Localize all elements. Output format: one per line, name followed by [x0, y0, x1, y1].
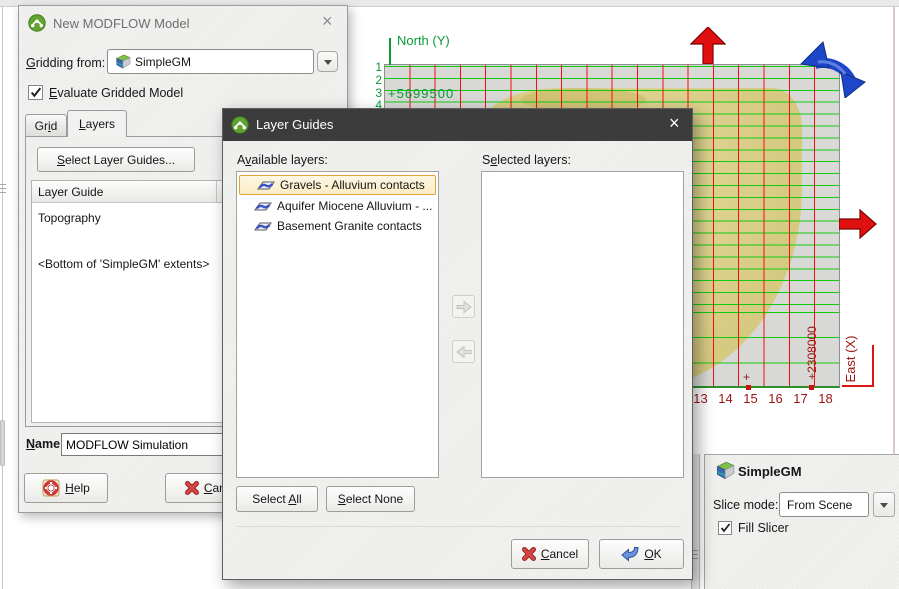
list-item-layer-guide[interactable]: Gravels - Alluvium contacts	[239, 175, 436, 195]
simplegm-cube-icon	[116, 53, 131, 69]
surface-layer-icon	[254, 221, 272, 231]
layer-guides-titlebar[interactable]: Layer Guides ×	[223, 109, 692, 141]
move-left-button[interactable]	[452, 340, 475, 363]
dropdown-arrow-icon	[880, 502, 888, 512]
east-axis-label: East (X)	[843, 335, 858, 383]
evaluate-gridded-model-label: Evaluate Gridded Model	[49, 86, 184, 100]
northing-coordinate-label: +5699500	[388, 86, 455, 101]
tab-grid[interactable]: Grid	[25, 114, 67, 136]
tab-layers[interactable]: Layers	[67, 110, 127, 137]
help-lifebuoy-icon	[42, 479, 61, 497]
checkmark-icon	[30, 87, 41, 98]
checkmark-icon	[720, 523, 730, 533]
grid-column-number: 18	[818, 391, 833, 406]
grid-row-number: 3	[375, 86, 382, 100]
available-layers-label: Available layers:	[237, 153, 328, 167]
table-row[interactable]: Topography	[38, 211, 101, 225]
left-scrollbar-thumb[interactable]	[0, 420, 5, 466]
dropdown-arrow-icon	[323, 59, 332, 69]
shape-properties-panel: SimpleGM Slice mode: From Scene Fill Sli…	[704, 454, 899, 589]
table-row[interactable]: <Bottom of 'SimpleGM' extents>	[38, 257, 210, 271]
grid-row-number: 1	[375, 60, 382, 74]
gridding-from-value: SimpleGM	[135, 54, 192, 69]
dialog-separator	[236, 526, 681, 527]
cancel-button[interactable]: Cancel	[511, 539, 589, 569]
east-axis-line	[842, 385, 874, 387]
selected-layers-label: Selected layers:	[482, 153, 571, 167]
arrow-left-icon	[456, 345, 471, 358]
simplegm-cube-icon	[716, 461, 735, 480]
east-move-arrow-icon[interactable]	[839, 209, 877, 239]
gridding-from-combobox[interactable]: SimpleGM	[107, 49, 314, 74]
slicer-plus-marker: +	[743, 370, 751, 384]
easting-coordinate-label: +2308000	[805, 326, 819, 380]
select-layer-guides-button[interactable]: Select Layer Guides...	[37, 147, 195, 172]
shape-panel-title: SimpleGM	[738, 464, 802, 479]
ok-return-arrow-icon	[621, 547, 639, 561]
cancel-x-icon	[522, 547, 536, 561]
slice-mode-label: Slice mode:	[713, 498, 779, 512]
grid-column-number: 16	[768, 391, 783, 406]
north-move-arrow-icon[interactable]	[690, 27, 726, 64]
selected-layers-list[interactable]	[481, 171, 684, 478]
grid-row-number: 4	[375, 98, 382, 112]
layer-guides-title: Layer Guides	[256, 117, 334, 132]
left-splitter-grip[interactable]	[0, 184, 6, 193]
close-icon[interactable]: ×	[669, 113, 680, 133]
panel-splitter-grip[interactable]	[693, 550, 698, 562]
slice-mode-dropdown-button[interactable]	[873, 492, 895, 517]
rotate-arrow-icon[interactable]	[799, 36, 867, 98]
evaluate-gridded-model-checkbox[interactable]	[28, 85, 43, 100]
name-label: Name:	[26, 437, 65, 451]
slice-mode-value: From Scene	[787, 497, 853, 512]
modflow-dialog-title: New MODFLOW Model	[53, 16, 190, 31]
new-modflow-model-dialog: New MODFLOW Model × Gridding from: Simpl…	[18, 5, 348, 513]
grid-column-number: 17	[793, 391, 808, 406]
north-axis-line	[389, 38, 391, 65]
leapfrog-app-icon	[28, 14, 46, 32]
help-button[interactable]: Help	[24, 473, 108, 503]
grid-column-number: 14	[718, 391, 733, 406]
gridding-from-dropdown-button[interactable]	[317, 51, 338, 72]
east-axis-line-vertical	[872, 345, 874, 387]
ok-button[interactable]: OK	[599, 539, 684, 569]
available-layers-list[interactable]: Gravels - Alluvium contacts Aquifer Mioc…	[236, 171, 439, 478]
fill-slicer-checkbox[interactable]	[718, 521, 732, 535]
gridding-from-label: Gridding from:	[26, 56, 106, 70]
slice-mode-combobox[interactable]: From Scene	[779, 492, 869, 517]
leapfrog-app-icon	[231, 116, 249, 134]
slicer-tick	[746, 385, 751, 390]
slicer-tick	[809, 385, 814, 390]
north-axis-label: North (Y)	[397, 33, 450, 48]
table-header-divider[interactable]	[216, 181, 217, 203]
window-top-strip	[0, 0, 899, 7]
table-header-layer-guide[interactable]: Layer Guide	[38, 184, 104, 199]
list-item-layer-guide[interactable]: Basement Granite contacts	[237, 216, 438, 236]
layer-guides-dialog: Layer Guides × Available layers: Selecte…	[222, 108, 693, 580]
select-all-button[interactable]: Select All	[236, 486, 318, 512]
cancel-x-icon	[185, 481, 199, 495]
grid-row-number: 2	[375, 73, 382, 87]
right-panel-edge	[893, 7, 895, 455]
list-item-layer-guide[interactable]: Aquifer Miocene Alluvium - ...	[237, 196, 438, 216]
arrow-right-icon	[456, 300, 471, 313]
surface-layer-icon	[257, 180, 275, 190]
select-none-button[interactable]: Select None	[326, 486, 415, 512]
grid-column-number: 15	[743, 391, 758, 406]
left-panel-edge	[2, 7, 3, 589]
fill-slicer-label: Fill Slicer	[738, 521, 789, 535]
modflow-dialog-titlebar[interactable]: New MODFLOW Model ×	[19, 6, 347, 36]
close-icon[interactable]: ×	[322, 11, 333, 31]
grid-column-number: 13	[693, 391, 708, 406]
move-right-button[interactable]	[452, 295, 475, 318]
surface-layer-icon	[254, 201, 272, 211]
